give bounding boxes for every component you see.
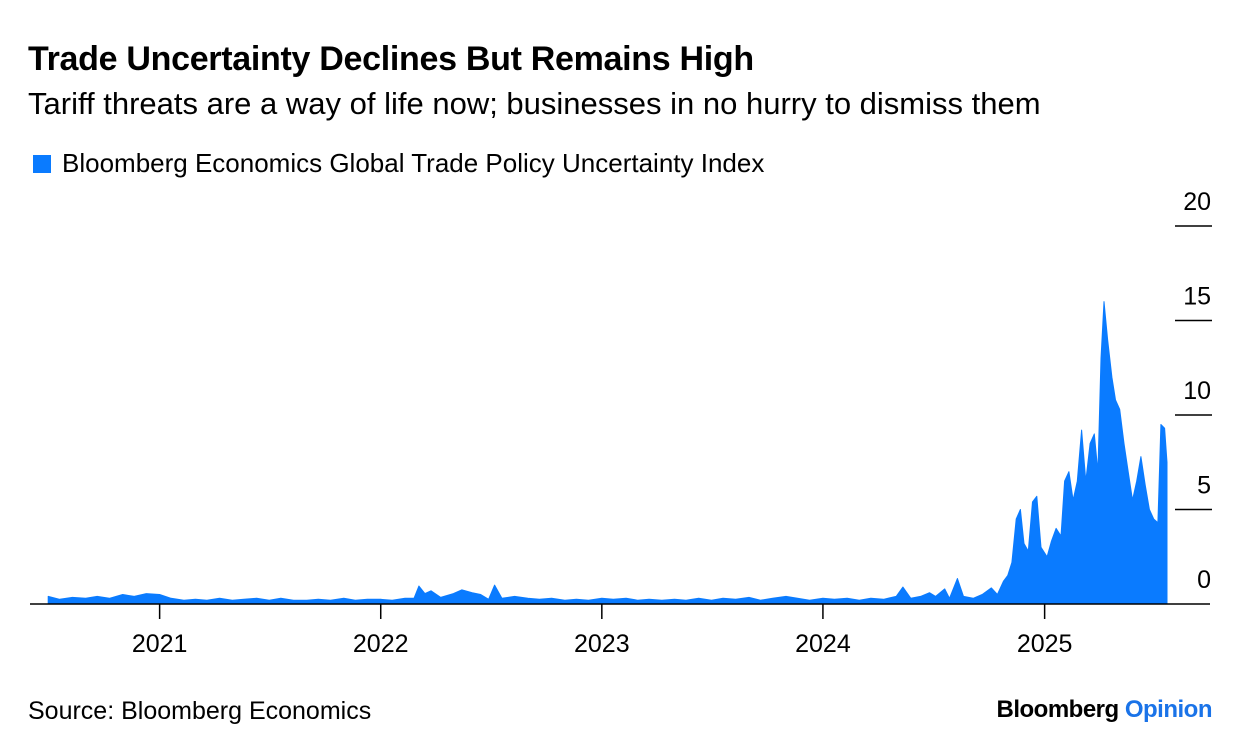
y-tick-label: 5: [1197, 472, 1211, 500]
legend-label: Bloomberg Economics Global Trade Policy …: [62, 148, 765, 178]
series-area: [47, 301, 1168, 605]
y-tick-label: 10: [1183, 377, 1211, 405]
chart-title: Trade Uncertainty Declines But Remains H…: [28, 40, 754, 78]
legend-swatch: [33, 154, 51, 173]
x-tick-label: 2023: [574, 630, 630, 658]
chart-subtitle: Tariff threats are a way of life now; bu…: [28, 86, 1041, 121]
brand-logo: Bloomberg Opinion: [997, 696, 1213, 724]
y-tick-label: 0: [1197, 566, 1211, 594]
y-tick-label: 20: [1183, 188, 1211, 216]
x-tick-label: 2022: [353, 630, 409, 658]
x-tick-label: 2025: [1017, 630, 1073, 658]
y-tick-label: 15: [1183, 283, 1211, 311]
brand-primary: Bloomberg: [996, 696, 1120, 723]
legend: Bloomberg Economics Global Trade Policy …: [33, 148, 764, 179]
source-note: Source: Bloomberg Economics: [28, 697, 372, 725]
x-tick-label: 2021: [132, 630, 188, 658]
x-tick-label: 2024: [795, 630, 851, 658]
brand-secondary: Opinion: [1124, 696, 1213, 723]
